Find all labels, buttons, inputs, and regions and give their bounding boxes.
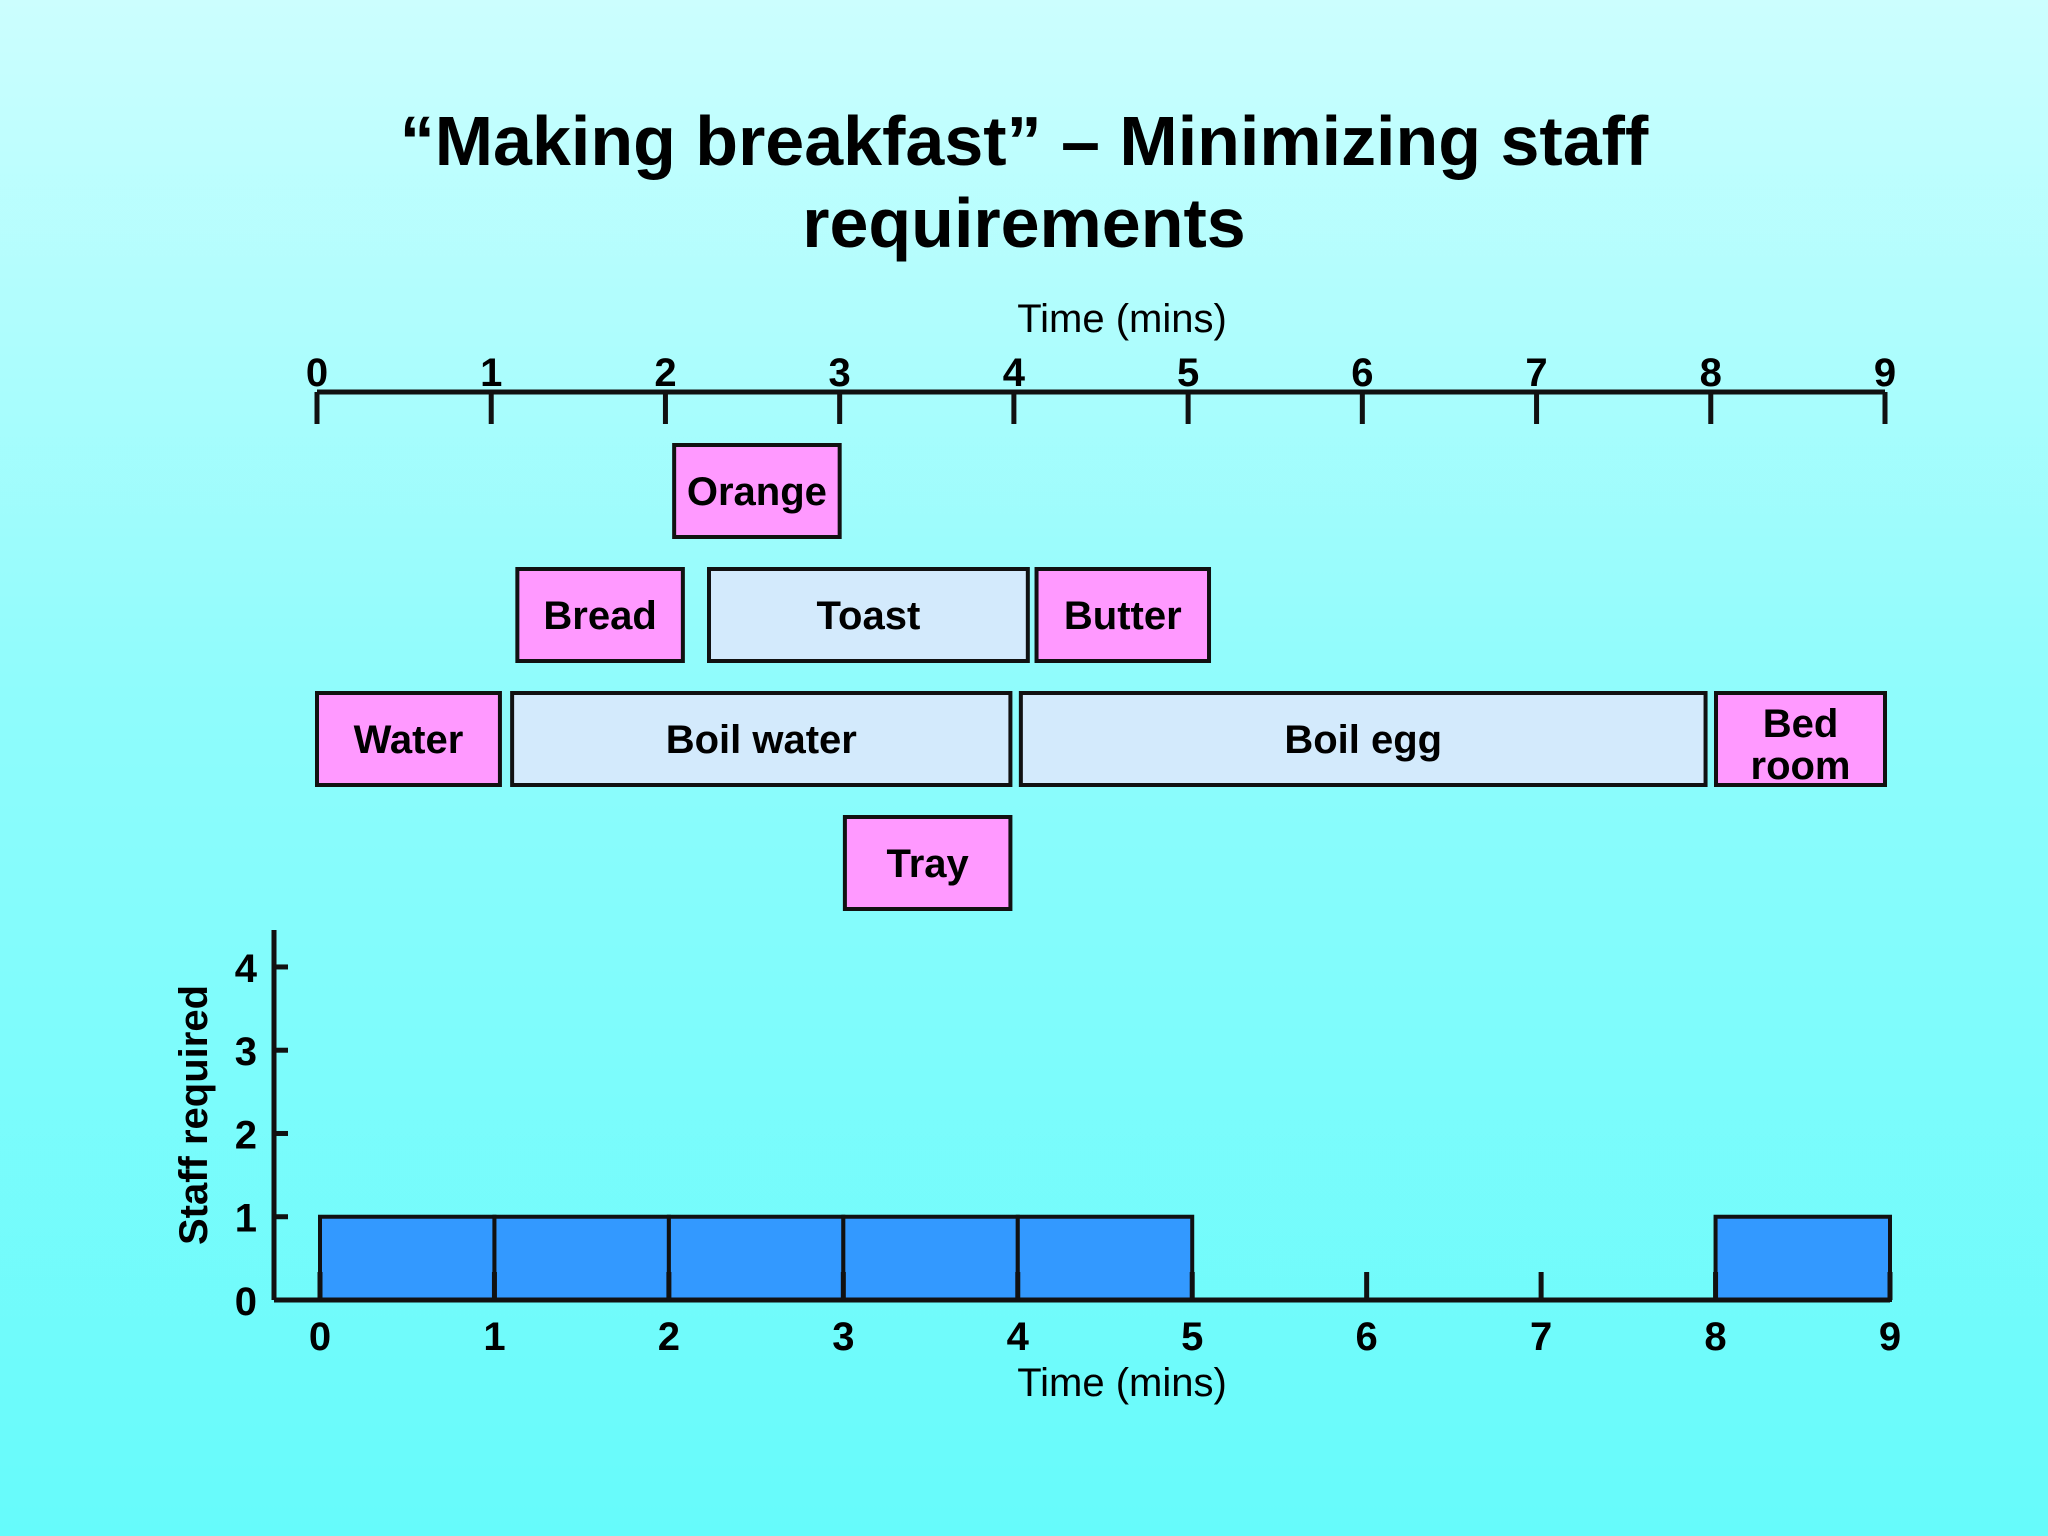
staff-y-tick-label: 1: [235, 1197, 257, 1241]
task-bar: [515, 567, 685, 663]
gantt-tick-label: 5: [1177, 351, 1199, 395]
staff-x-tick-label: 7: [1530, 1315, 1552, 1359]
task-label: Orange: [687, 470, 827, 514]
staff-x-tick-label: 0: [309, 1315, 331, 1359]
gantt-tick-label: 8: [1700, 351, 1722, 395]
gantt-tick-label: 0: [306, 351, 328, 395]
task-label: Toast: [817, 594, 921, 638]
staff-bar: [492, 1214, 671, 1303]
staff-y-tick-label: 2: [235, 1113, 257, 1157]
task-bar: [1034, 567, 1212, 663]
staff-x-tick-label: 5: [1181, 1315, 1203, 1359]
gantt-tick-label: 9: [1874, 351, 1896, 395]
staff-y-tick-label: 0: [235, 1280, 257, 1324]
staff-x-tick-label: 8: [1704, 1315, 1726, 1359]
gantt-tick-label: 6: [1351, 351, 1373, 395]
staff-y-tick-label: 3: [235, 1030, 257, 1074]
staff-bar: [666, 1214, 846, 1303]
gantt-axis-title: Time (mins): [1017, 297, 1227, 341]
gantt-tick-label: 7: [1525, 351, 1547, 395]
task-bar: [842, 815, 1013, 911]
task-bar: [1714, 691, 1887, 787]
staff-y-axis-title: Staff required: [172, 985, 216, 1245]
task-label: Boil water: [666, 718, 857, 762]
task-bar: [1018, 691, 1708, 787]
staff-x-tick-label: 3: [832, 1315, 854, 1359]
task-bar: [315, 691, 502, 787]
gantt-tick-label: 2: [654, 351, 676, 395]
slide-title-line1: “Making breakfast” – Minimizing staff: [399, 102, 1649, 180]
staff-x-tick-label: 4: [1007, 1315, 1030, 1359]
task-bar: [672, 443, 842, 539]
staff-x-tick-label: 2: [658, 1315, 680, 1359]
staff-x-axis-title: Time (mins): [1017, 1361, 1227, 1405]
task-bar: [707, 567, 1030, 663]
staff-bar: [318, 1214, 497, 1303]
task-label: Water: [354, 718, 464, 762]
task-label: Boil egg: [1284, 718, 1442, 762]
task-label: Tray: [887, 842, 970, 886]
staff-x-tick-label: 9: [1879, 1315, 1901, 1359]
staff-bar: [1015, 1214, 1195, 1303]
task-label: Bed room: [1751, 702, 1851, 788]
task-label: Butter: [1064, 594, 1182, 638]
staff-bar: [1713, 1214, 1892, 1303]
slide-title: “Making breakfast” – Minimizing staff re…: [0, 100, 2048, 264]
staff-x-tick-label: 6: [1356, 1315, 1378, 1359]
task-label: Bread: [543, 594, 656, 638]
gantt-tick-label: 4: [1003, 351, 1026, 395]
gantt-tick-label: 3: [829, 351, 851, 395]
staff-bar: [841, 1214, 1020, 1303]
slide-title-line2: requirements: [802, 184, 1246, 262]
staff-y-tick-label: 4: [235, 947, 258, 991]
task-bar: [510, 691, 1013, 787]
staff-x-tick-label: 1: [483, 1315, 505, 1359]
gantt-tick-label: 1: [480, 351, 502, 395]
